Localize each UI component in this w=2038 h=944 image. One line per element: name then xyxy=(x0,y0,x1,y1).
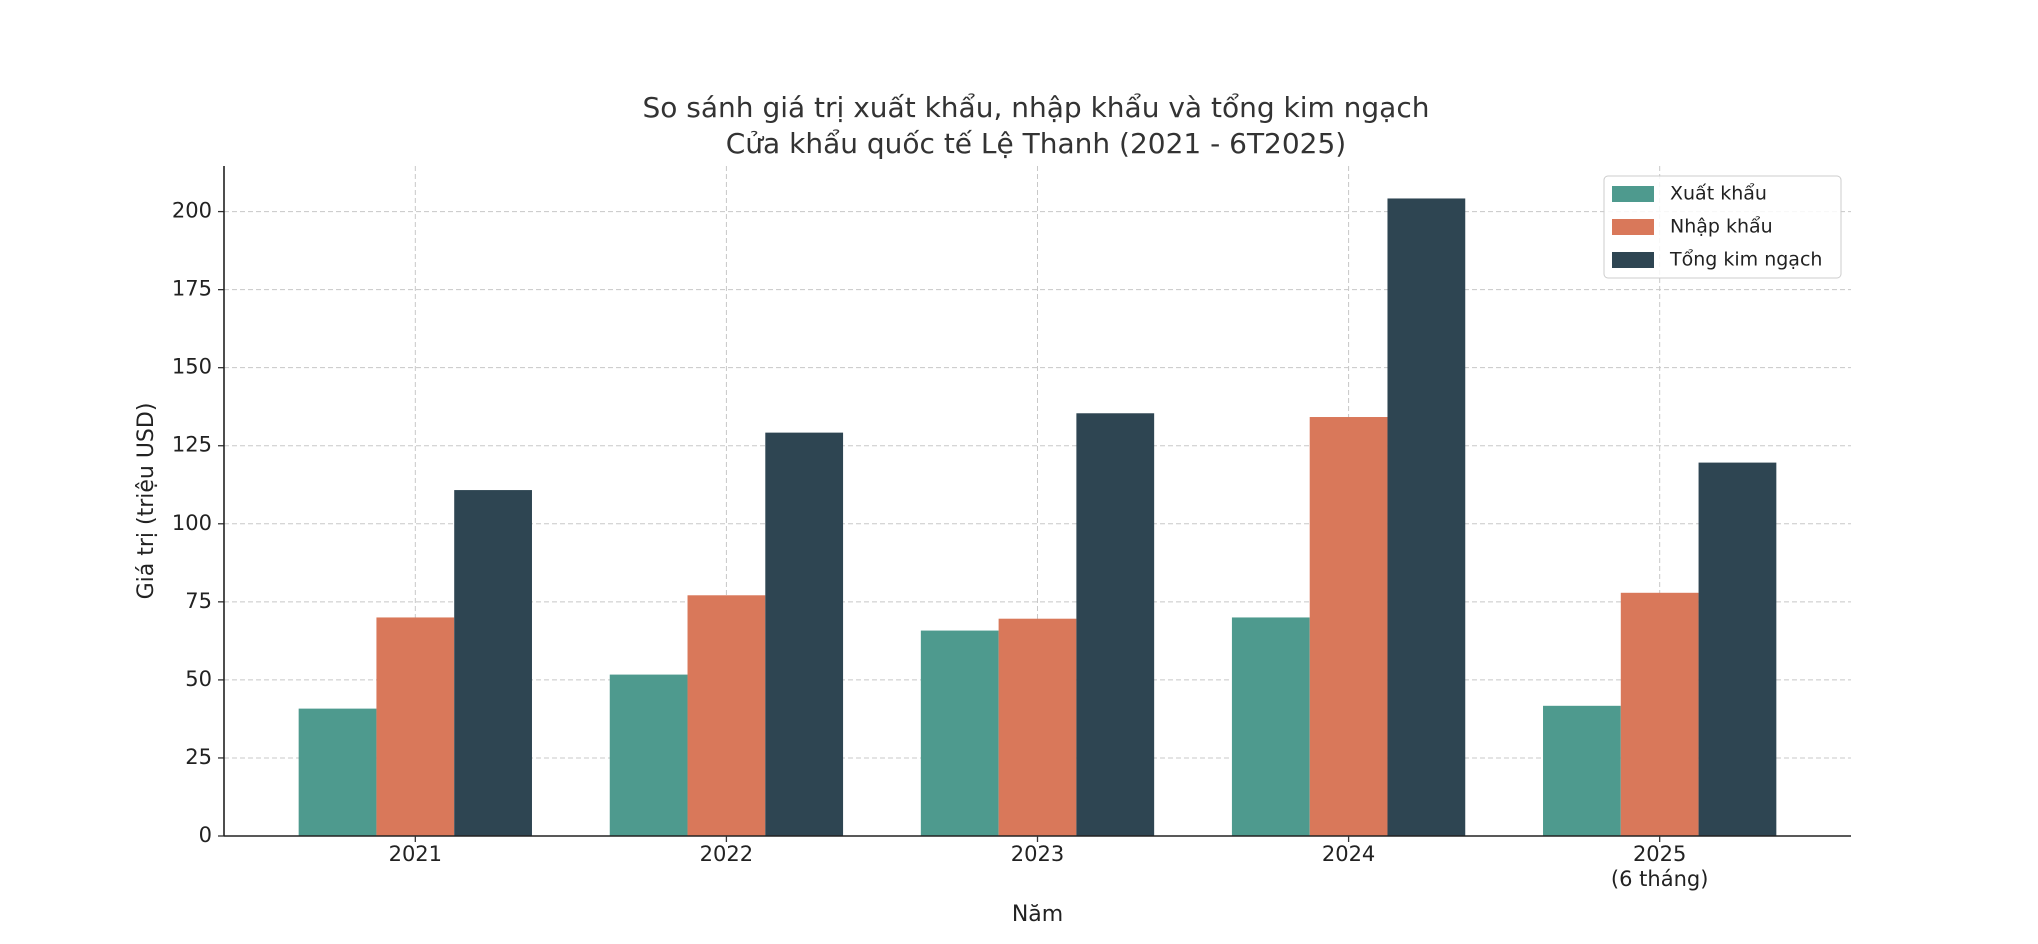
y-tick-label: 25 xyxy=(185,745,212,769)
bar xyxy=(298,708,377,836)
bar xyxy=(765,432,844,836)
y-tick-label: 75 xyxy=(185,589,212,613)
y-tick-label: 125 xyxy=(172,433,212,457)
bar xyxy=(1620,592,1699,836)
x-tick-label: 2022 xyxy=(699,842,754,866)
x-axis-label: Năm xyxy=(1012,902,1063,927)
x-tick-label: 2023 xyxy=(1010,842,1065,866)
bar xyxy=(1309,417,1388,836)
bar xyxy=(1076,413,1155,836)
bar xyxy=(920,630,999,836)
bar xyxy=(1543,705,1621,836)
bar xyxy=(376,617,455,836)
legend-label: Tổng kim ngạch xyxy=(1669,249,1822,271)
x-tick-label: 2024 xyxy=(1321,842,1376,866)
x-tick-label: 2021 xyxy=(388,842,443,866)
bar xyxy=(609,674,688,836)
bar xyxy=(998,618,1077,836)
bar xyxy=(1387,198,1466,836)
y-tick-label: 175 xyxy=(172,277,212,301)
bar xyxy=(454,490,532,836)
y-axis-label: Giá trị (triệu USD) xyxy=(134,403,159,600)
y-tick-label: 200 xyxy=(172,199,212,223)
x-tick-label: 2025 (6 tháng) xyxy=(1610,842,1709,891)
legend-swatch xyxy=(1612,252,1654,268)
chart-title: So sánh giá trị xuất khẩu, nhập khẩu và … xyxy=(642,91,1430,160)
y-tick-label: 50 xyxy=(185,667,212,691)
legend-swatch xyxy=(1612,219,1654,235)
legend-label: Xuất khẩu xyxy=(1670,183,1767,205)
y-tick-label: 100 xyxy=(172,511,212,535)
legend-swatch xyxy=(1612,186,1654,202)
bar xyxy=(1698,462,1777,836)
legend-label: Nhập khẩu xyxy=(1670,216,1773,238)
y-tick-label: 150 xyxy=(172,355,212,379)
y-tick-label: 0 xyxy=(199,823,212,847)
bar xyxy=(1231,617,1310,836)
legend-box xyxy=(1603,175,1842,279)
bar xyxy=(687,595,766,836)
